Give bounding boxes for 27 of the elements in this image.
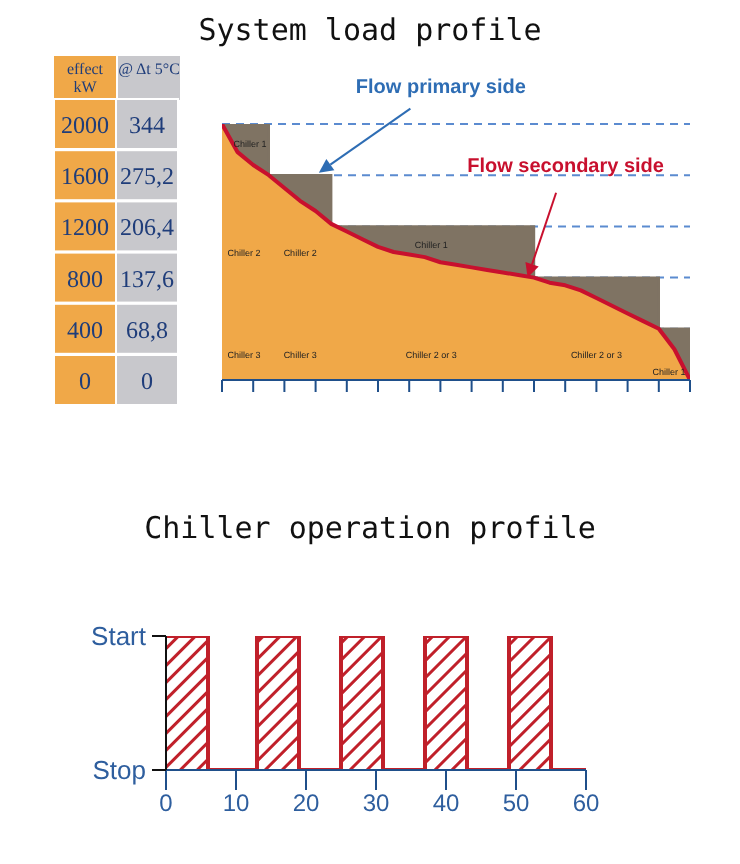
x-tick-label: 40 xyxy=(432,789,460,818)
y-tick-label: 400 xyxy=(67,315,103,344)
y2-tick-label: 0 xyxy=(141,367,153,395)
y-tick-label: 0 xyxy=(79,367,91,395)
x-tick-label: 60 xyxy=(572,789,600,818)
y2-tick-label: 68,8 xyxy=(126,315,168,344)
y2-axis-title: @ Δt 5°C xyxy=(118,56,180,100)
text: Start xyxy=(91,621,147,651)
annotation: Flow secondary side xyxy=(467,155,665,178)
y-axis-title: effect kW xyxy=(54,56,116,100)
y2-tick-label: 137,6 xyxy=(120,264,174,293)
x-tick-label: 30 xyxy=(362,789,390,818)
y2-tick-label: 344 xyxy=(129,111,165,139)
y2-tick-label: 206,4 xyxy=(120,213,174,242)
y2-tick-label: 275,2 xyxy=(120,162,174,191)
x-tick-label: 10 xyxy=(222,789,250,818)
text: Flow primary side xyxy=(355,76,527,99)
x-tick-label: 20 xyxy=(292,789,320,818)
text: Stop xyxy=(92,755,146,785)
x-tick-label: 50 xyxy=(502,789,530,818)
y-tick-label: 1200 xyxy=(61,213,109,242)
y-tick-label: 2000 xyxy=(61,111,109,139)
chart-title: System load profile xyxy=(196,12,544,48)
x-tick-label: 0 xyxy=(159,789,174,818)
y-tick-label: 800 xyxy=(67,264,103,293)
y-tick-label: 1600 xyxy=(61,162,109,191)
chart-title: Chiller operation profile xyxy=(142,510,598,546)
